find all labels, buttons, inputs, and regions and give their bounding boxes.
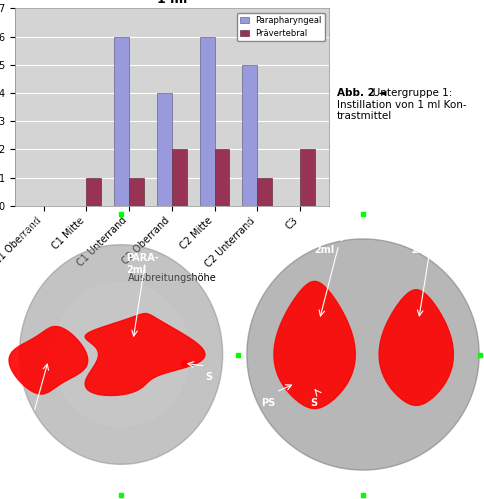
Bar — [172, 149, 187, 206]
Polygon shape — [247, 239, 479, 470]
Bar — [87, 178, 101, 206]
Text: S: S — [310, 398, 317, 408]
Polygon shape — [9, 326, 88, 394]
Polygon shape — [274, 281, 355, 409]
Text: PS: PS — [261, 398, 275, 408]
Polygon shape — [379, 290, 454, 405]
Bar — [199, 36, 214, 206]
Text: PARA-
1ml: PARA- 1ml — [411, 233, 444, 254]
Text: ANATOMIE Universitaet Graz
ALBERT09 N67
0263/PROJ
10-Aug-2004: ANATOMIE Universitaet Graz ALBERT09 N67 … — [247, 216, 332, 238]
Text: SERIES 1: SERIES 1 — [416, 216, 446, 221]
Text: PARA-
2ml: PARA- 2ml — [126, 253, 159, 275]
Text: SERIES 1: SERIES 1 — [174, 216, 204, 221]
Text: Abb. 2 ◄: Abb. 2 ◄ — [337, 88, 386, 98]
Text: PARA-
1ml: PARA- 1ml — [7, 430, 40, 451]
Bar — [129, 178, 144, 206]
Title: 1 ml: 1 ml — [157, 0, 187, 6]
X-axis label: Ausbreitungshöhe: Ausbreitungshöhe — [127, 273, 216, 283]
Polygon shape — [85, 313, 205, 396]
Text: S: S — [206, 372, 213, 382]
Legend: Parapharyngeal, Prävertebral: Parapharyngeal, Prävertebral — [237, 12, 325, 41]
Text: ANATOMIE Universitaet Graz
ALBERT09 N67
0263/PROJ
10-Aug-2004: ANATOMIE Universitaet Graz ALBERT09 N67 … — [5, 216, 90, 238]
Text: GT°0°
612x612: GT°0° 612x612 — [5, 480, 28, 491]
Bar — [214, 149, 229, 206]
Text: GT°0°
512x512: GT°0° 512x512 — [247, 480, 270, 491]
Text: Untergruppe 1:
Instillation von 1 ml Kon-
trastmittel: Untergruppe 1: Instillation von 1 ml Kon… — [337, 88, 467, 121]
Bar — [300, 149, 315, 206]
Polygon shape — [19, 245, 223, 464]
Bar — [114, 36, 129, 206]
Bar — [257, 178, 272, 206]
Polygon shape — [53, 282, 189, 427]
Text: PARA-
2ml: PARA- 2ml — [315, 233, 348, 254]
Bar — [157, 93, 172, 206]
Bar — [242, 65, 257, 206]
